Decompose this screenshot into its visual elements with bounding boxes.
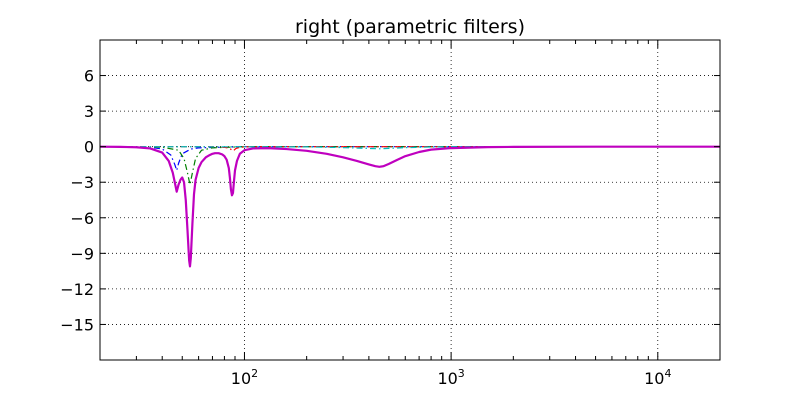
plot-area — [99, 39, 721, 361]
y-tick-label: −12 — [60, 280, 94, 299]
x-tick-label: 103 — [437, 367, 464, 388]
y-tick-label: −9 — [70, 244, 94, 263]
axis-ticks: 6 3 0 −3 −6 −9 −12 −15 102 103 104 — [60, 40, 721, 388]
y-tick-label: 3 — [84, 102, 94, 121]
y-tick-label: 0 — [84, 138, 94, 157]
series-line-4 — [100, 145, 720, 268]
y-tick-label: −3 — [70, 173, 94, 192]
series-line-0 — [100, 146, 720, 171]
x-tick-label: 104 — [644, 367, 671, 388]
series-line-3 — [100, 146, 720, 150]
series-layer — [100, 145, 720, 268]
y-tick-label: −6 — [70, 209, 94, 228]
chart-title: right (parametric filters) — [295, 16, 525, 38]
y-tick-label: 6 — [84, 67, 94, 86]
plot-border — [99, 39, 721, 361]
x-tick-label: 102 — [231, 367, 258, 388]
y-tick-label: −15 — [60, 315, 94, 334]
